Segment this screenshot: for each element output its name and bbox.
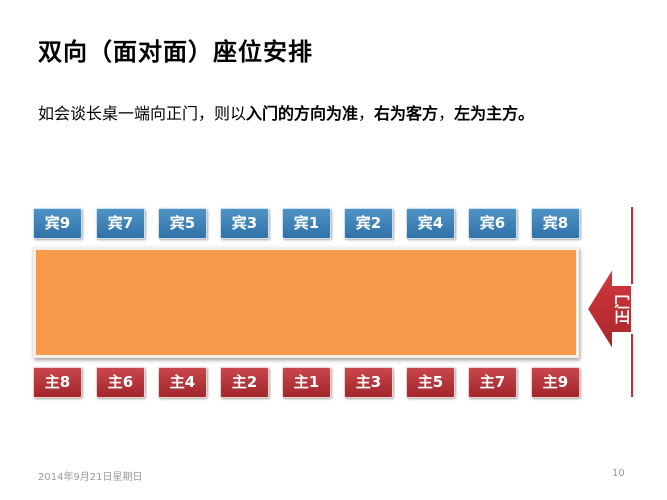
subtitle-part-3: ， [358, 104, 375, 123]
host-seat: 主7 [468, 367, 517, 398]
door-arrow-icon [586, 265, 633, 353]
guest-seat: 宾3 [220, 208, 269, 239]
host-seat: 主2 [220, 367, 269, 398]
guest-seat: 宾9 [33, 208, 82, 239]
guest-seat: 宾7 [96, 208, 145, 239]
host-seat: 主8 [33, 367, 82, 398]
guest-seat: 宾5 [158, 208, 207, 239]
door-label-text: 正门 [613, 293, 632, 325]
guest-seat: 宾8 [531, 208, 580, 239]
footer-date: 2014年9月21日星期日 [38, 472, 143, 483]
host-seat: 主4 [158, 367, 207, 398]
page-number: 10 [612, 468, 625, 479]
guest-seat: 宾6 [468, 208, 517, 239]
subtitle-part-4: 右为客方 [374, 104, 439, 123]
subtitle-part-5: ， [438, 104, 455, 123]
host-seat: 主1 [282, 367, 331, 398]
guest-seat: 宾1 [282, 208, 331, 239]
subtitle-part-2: 入门的方向为准 [246, 104, 359, 123]
conference-table [33, 247, 579, 358]
guest-seat: 宾4 [406, 208, 455, 239]
host-seat: 主5 [406, 367, 455, 398]
subtitle-part-6: 左为主方。 [454, 104, 535, 123]
subtitle-part-1: 如会谈长桌一端向正门，则以 [38, 104, 247, 123]
guest-seat: 宾2 [344, 208, 393, 239]
slide-title: 双向（面对面）座位安排 [38, 38, 313, 66]
host-seat: 主3 [344, 367, 393, 398]
host-seat: 主9 [531, 367, 580, 398]
slide-subtitle: 如会谈长桌一端向正门，则以入门的方向为准，右为客方，左为主方。 [38, 100, 534, 124]
host-seat: 主6 [96, 367, 145, 398]
door-label: 正门 [613, 289, 632, 329]
